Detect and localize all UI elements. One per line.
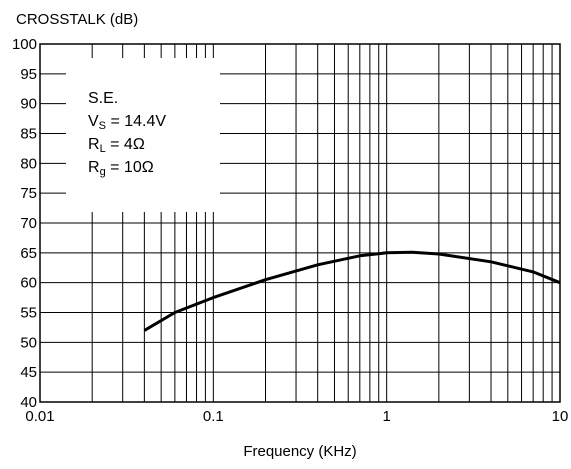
y-tick-label: 65 xyxy=(20,245,37,262)
annotation-text: S.E. xyxy=(88,90,118,107)
y-tick-label: 85 xyxy=(20,126,37,143)
annotation-text: = 4Ω xyxy=(106,136,145,153)
y-tick-label: 80 xyxy=(20,155,37,172)
y-tick-label: 40 xyxy=(20,394,37,411)
y-tick-label: 55 xyxy=(20,305,37,322)
annotation-symbol: V xyxy=(88,113,99,130)
x-tick-label: 10 xyxy=(552,408,569,425)
y-tick-label: 95 xyxy=(20,66,37,83)
x-tick-label: 0.01 xyxy=(25,408,54,425)
annotation: S.E. xyxy=(88,90,118,107)
annotation-symbol: R xyxy=(88,136,100,153)
y-axis-label: CROSSTALK (dB) xyxy=(16,11,138,28)
annotation-box xyxy=(66,58,220,212)
y-tick-label: 60 xyxy=(20,275,37,292)
annotation-text: = 14.4V xyxy=(106,113,166,130)
y-tick-label: 90 xyxy=(20,96,37,113)
x-axis-label: Frequency (KHz) xyxy=(243,443,356,460)
annotation: VS = 14.4V xyxy=(88,113,166,132)
x-tick-label: 1 xyxy=(382,408,390,425)
plot-frame xyxy=(39,43,561,403)
line-series xyxy=(143,250,561,332)
annotation-subscript: g xyxy=(100,166,106,178)
annotation: Rg = 10Ω xyxy=(88,159,154,178)
annotation-subscript: S xyxy=(99,120,106,132)
y-tick-label: 70 xyxy=(20,215,37,232)
y-tick-label: 100 xyxy=(12,36,37,53)
annotation-text: = 10Ω xyxy=(106,159,154,176)
annotation: RL = 4Ω xyxy=(88,136,145,155)
y-tick-label: 45 xyxy=(20,364,37,381)
annotation-symbol: R xyxy=(88,159,100,176)
y-tick-label: 50 xyxy=(20,334,37,351)
x-tick-label: 0.1 xyxy=(203,408,224,425)
annotation-subscript: L xyxy=(100,143,106,155)
y-tick-label: 75 xyxy=(20,185,37,202)
